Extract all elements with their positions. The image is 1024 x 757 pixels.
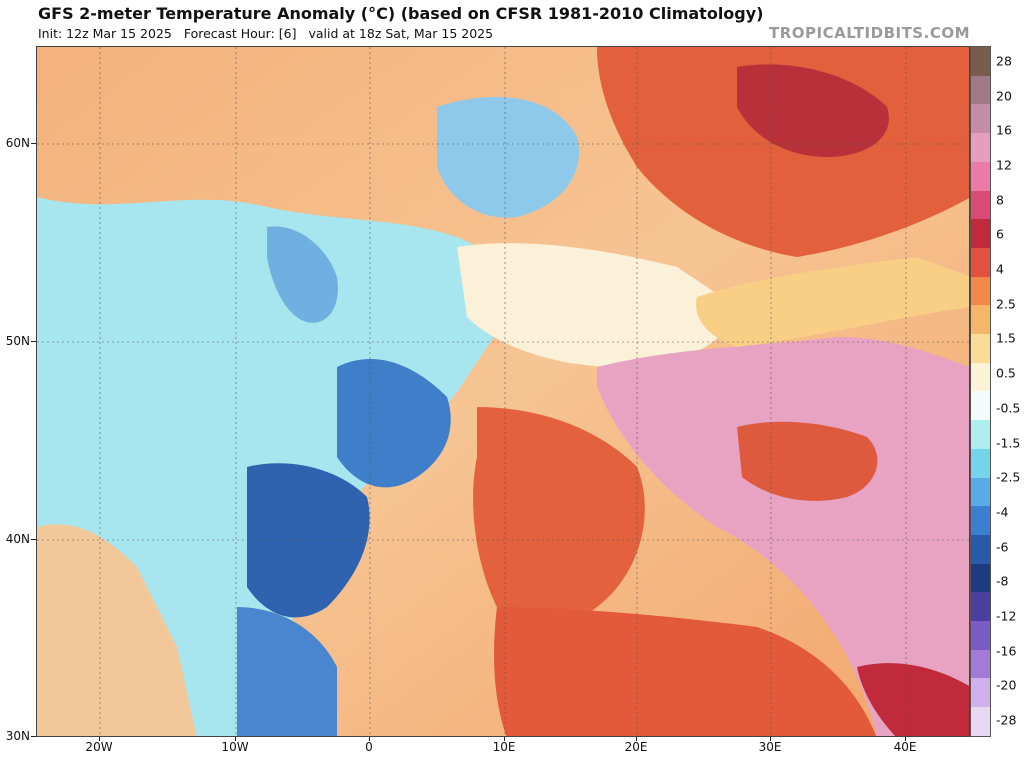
colorbar-swatch (971, 190, 990, 220)
lon-label-40e: 40E (893, 740, 917, 754)
colorbar-label: -8 (996, 573, 1009, 589)
colorbar-label: -1.5 (996, 435, 1021, 451)
lon-label-20w: 20W (85, 740, 113, 754)
lon-tick (636, 737, 637, 741)
colorbar-swatch (971, 448, 990, 478)
valid-time: valid at 18z Sat, Mar 15 2025 (308, 26, 494, 41)
ukraine-mild-band (696, 257, 969, 347)
colorbar-label: 1.5 (996, 330, 1016, 346)
colorbar-label: -16 (996, 643, 1017, 659)
scandinavia-cool-area (437, 97, 579, 218)
lat-label-50n: 50N (5, 334, 30, 348)
anomaly-map-canvas (37, 47, 969, 736)
colorbar-swatch (971, 161, 990, 191)
lon-label-0: 0 (365, 740, 373, 754)
colorbar-label: 6 (996, 226, 1004, 242)
forecast-hour: Forecast Hour: [6] (183, 26, 297, 41)
colorbar-label: 12 (996, 157, 1012, 173)
colorbar-swatch (971, 477, 990, 507)
colorbar-label: -28 (996, 712, 1017, 728)
lon-label-10w: 10W (221, 740, 249, 754)
colorbar-swatch (971, 534, 990, 564)
colorbar-label: 20 (996, 88, 1012, 104)
map-title: GFS 2-meter Temperature Anomaly (°C) (ba… (38, 4, 764, 23)
lon-tick (504, 737, 505, 741)
colorbar-swatch (971, 219, 990, 248)
colorbar-label: -6 (996, 539, 1009, 555)
morocco-cold-area (237, 607, 337, 736)
lat-label-30n: 30N (5, 729, 30, 743)
colorbar-swatch (971, 133, 990, 162)
colorbar-swatch (971, 247, 990, 277)
colorbar-swatch (971, 420, 990, 449)
colorbar-label: -2.5 (996, 469, 1021, 485)
mediterranean-warm-area (494, 607, 877, 736)
lat-label-60n: 60N (5, 136, 30, 150)
eastern-europe-pink-area (597, 337, 969, 736)
map-subtitle: Init: 12z Mar 15 2025 Forecast Hour: [6]… (38, 26, 501, 41)
france-cold-area (337, 358, 451, 488)
lon-tick (905, 737, 906, 741)
lat-tick (31, 736, 36, 737)
anomaly-map (36, 46, 970, 737)
colorbar-label: -12 (996, 608, 1017, 624)
black-sea-warm-area (737, 421, 878, 501)
init-time: Init: 12z Mar 15 2025 (38, 26, 172, 41)
lon-label-30e: 30E (758, 740, 782, 754)
colorbar-label: -20 (996, 677, 1017, 693)
colorbar-swatch (971, 276, 990, 306)
colorbar-label: 28 (996, 53, 1012, 69)
colorbar-swatch (971, 563, 990, 593)
site-watermark: TROPICALTIDBITS.COM (769, 24, 970, 42)
colorbar-swatch (971, 305, 990, 335)
britain-cool-area (267, 226, 338, 323)
colorbar (970, 46, 991, 737)
iberia-cold-area (247, 463, 370, 618)
colorbar-swatch (971, 47, 990, 76)
lat-tick (31, 143, 36, 144)
colorbar-swatch (971, 621, 990, 650)
colorbar-swatch (971, 75, 990, 105)
colorbar-swatch (971, 104, 990, 134)
colorbar-swatch (971, 678, 990, 708)
colorbar-swatch (971, 707, 990, 736)
lon-tick (99, 737, 100, 741)
lon-tick (235, 737, 236, 741)
colorbar-swatch (971, 334, 990, 363)
northern-hot-core (737, 64, 889, 157)
lon-label-10e: 10E (492, 740, 516, 754)
warm-subtropical-area (37, 524, 197, 736)
colorbar-label: 2.5 (996, 296, 1016, 312)
lat-tick (31, 539, 36, 540)
colorbar-swatch (971, 391, 990, 421)
lon-label-20e: 20E (624, 740, 648, 754)
colorbar-swatch (971, 506, 990, 535)
colorbar-label: -4 (996, 504, 1009, 520)
lat-tick (31, 341, 36, 342)
italy-balkans-warm-area (473, 407, 645, 634)
central-europe-neutral-area (457, 243, 737, 367)
colorbar-label: 16 (996, 122, 1012, 138)
colorbar-label: -0.5 (996, 400, 1021, 416)
colorbar-label: 8 (996, 192, 1004, 208)
colorbar-swatch (971, 592, 990, 622)
colorbar-label: 0.5 (996, 365, 1016, 381)
colorbar-swatch (971, 362, 990, 392)
lat-label-40n: 40N (5, 532, 30, 546)
middle-east-hot-area (857, 663, 969, 736)
colorbar-swatch (971, 649, 990, 679)
colorbar-label: 4 (996, 261, 1004, 277)
lon-tick (369, 737, 370, 741)
lon-tick (770, 737, 771, 741)
